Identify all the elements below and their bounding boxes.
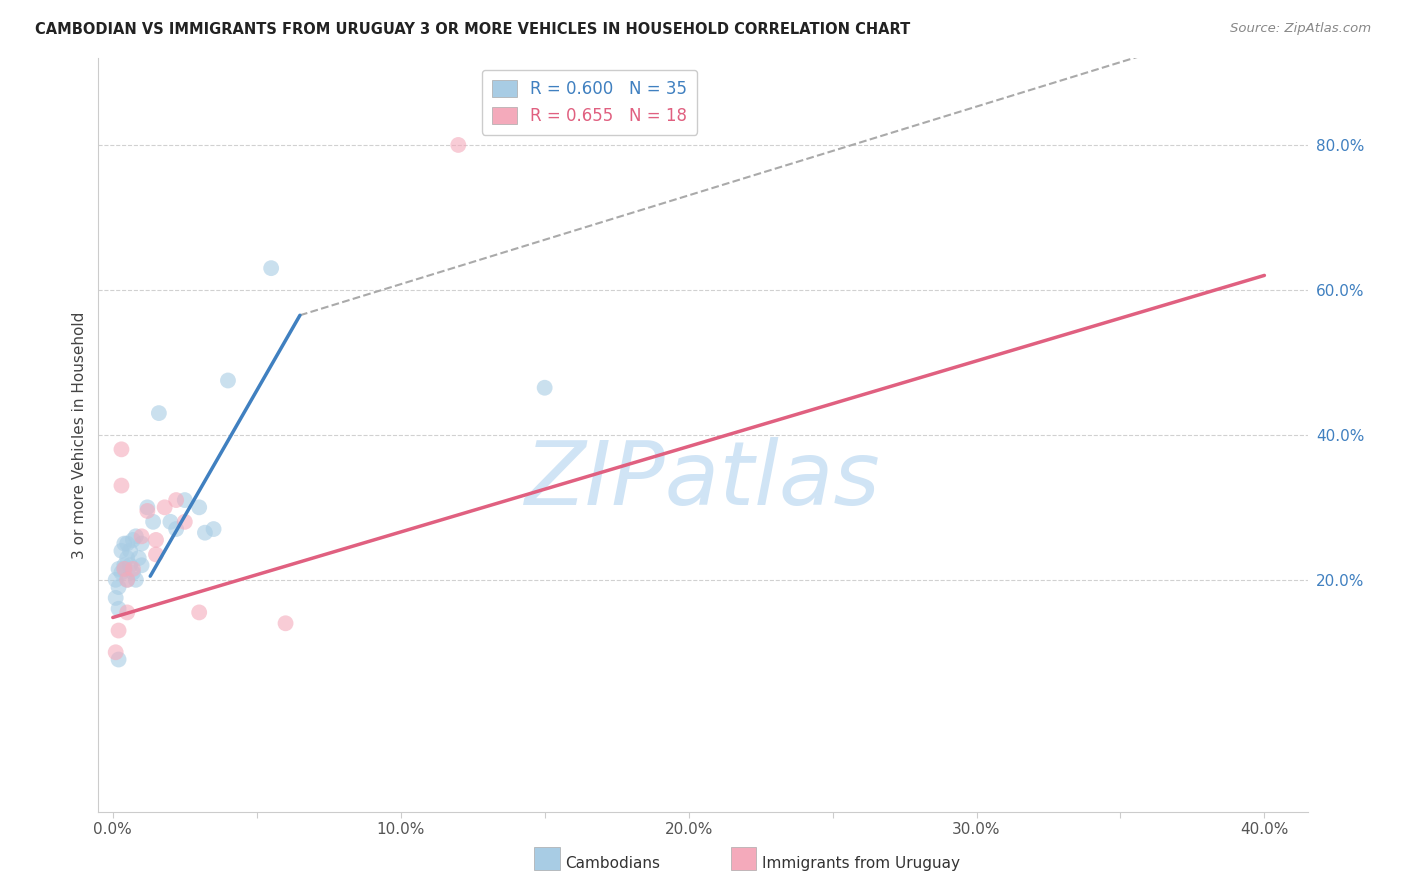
Point — [110, 478, 132, 492]
Point — [125, 529, 148, 543]
Text: CAMBODIAN VS IMMIGRANTS FROM URUGUAY 3 OR MORE VEHICLES IN HOUSEHOLD CORRELATION: CAMBODIAN VS IMMIGRANTS FROM URUGUAY 3 O… — [35, 22, 911, 37]
Point — [115, 606, 138, 620]
Point — [447, 137, 470, 152]
Text: ZIPatlas: ZIPatlas — [526, 437, 880, 523]
Point — [112, 558, 135, 573]
Point — [202, 522, 225, 536]
Point — [136, 504, 159, 518]
Point — [115, 573, 138, 587]
Point — [173, 493, 195, 508]
Point — [260, 261, 283, 276]
Point — [107, 652, 129, 666]
Point — [110, 544, 132, 558]
Point — [104, 645, 127, 659]
Point — [274, 616, 297, 631]
Point — [128, 551, 150, 566]
Point — [115, 573, 138, 587]
Point — [115, 551, 138, 566]
Point — [110, 566, 132, 580]
Text: Source: ZipAtlas.com: Source: ZipAtlas.com — [1230, 22, 1371, 36]
Point — [122, 562, 145, 576]
Point — [165, 493, 187, 508]
Point — [148, 406, 170, 420]
Point — [107, 580, 129, 594]
Point — [120, 544, 142, 558]
Legend: R = 0.600   N = 35, R = 0.655   N = 18: R = 0.600 N = 35, R = 0.655 N = 18 — [482, 70, 697, 135]
Point — [131, 529, 153, 543]
Point — [112, 562, 135, 576]
Point — [188, 606, 211, 620]
Point — [112, 562, 135, 576]
Point — [107, 602, 129, 616]
Point — [533, 381, 555, 395]
Point — [173, 515, 195, 529]
Point — [107, 562, 129, 576]
Point — [107, 624, 129, 638]
Point — [194, 525, 217, 540]
Text: Immigrants from Uruguay: Immigrants from Uruguay — [762, 856, 960, 871]
Point — [131, 558, 153, 573]
Point — [120, 558, 142, 573]
Text: Cambodians: Cambodians — [565, 856, 661, 871]
Point — [125, 573, 148, 587]
Point — [122, 533, 145, 547]
Point — [217, 374, 239, 388]
Point — [110, 442, 132, 457]
Point — [136, 500, 159, 515]
Point — [188, 500, 211, 515]
Point — [153, 500, 176, 515]
Point — [112, 536, 135, 550]
Point — [165, 522, 187, 536]
Point — [145, 533, 167, 547]
Point — [122, 566, 145, 580]
Point — [131, 536, 153, 550]
Point — [159, 515, 181, 529]
Point — [142, 515, 165, 529]
Point — [145, 548, 167, 562]
Point — [104, 573, 127, 587]
Point — [115, 536, 138, 550]
Point — [104, 591, 127, 605]
Y-axis label: 3 or more Vehicles in Household: 3 or more Vehicles in Household — [72, 311, 87, 558]
